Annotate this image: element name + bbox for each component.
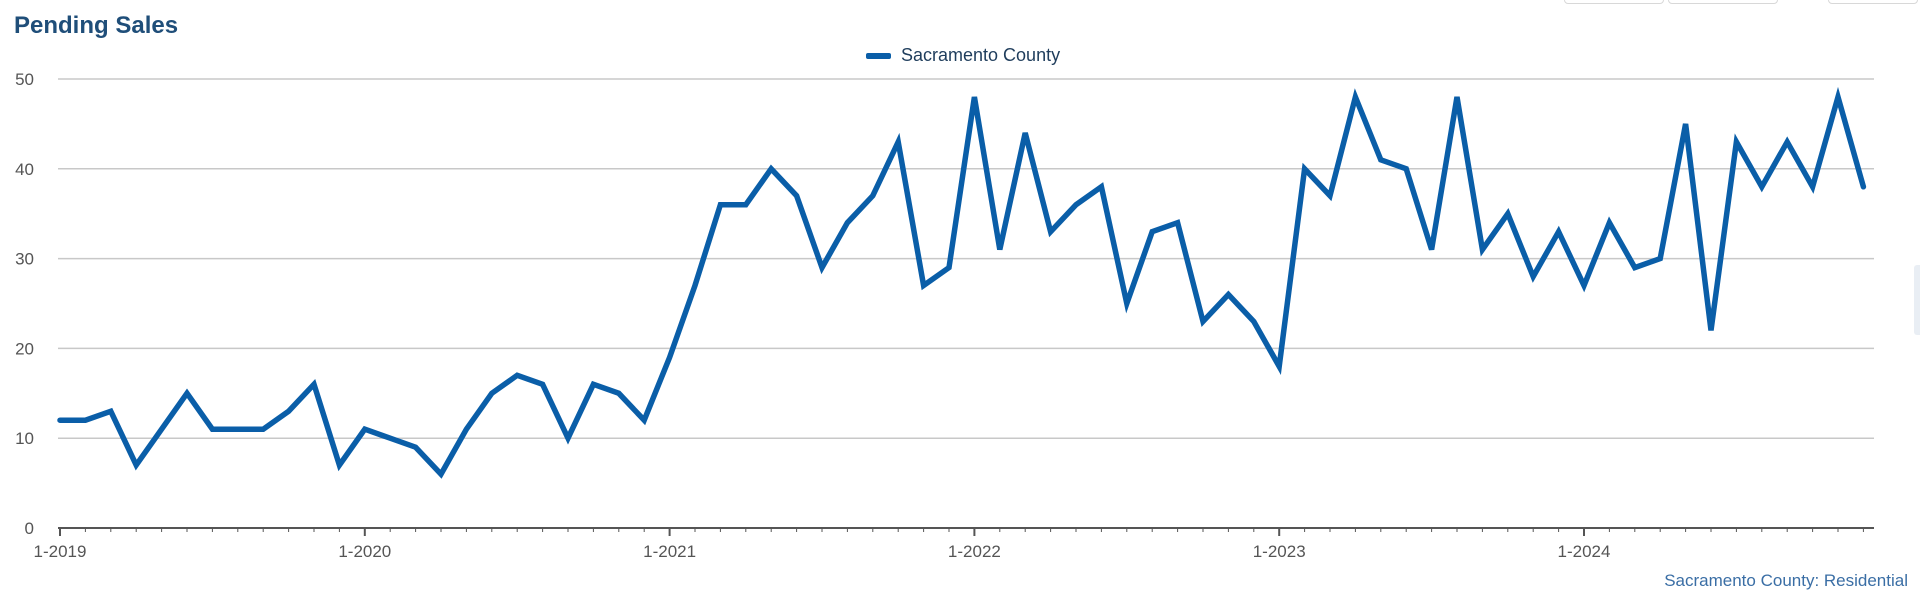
x-tick-label: 1-2023 bbox=[1253, 542, 1306, 561]
grid-lines bbox=[58, 78, 1874, 439]
y-axis-ticks: 0 10 20 30 40 50 bbox=[15, 70, 34, 538]
x-tick-label: 1-2022 bbox=[948, 542, 1001, 561]
x-tick-label: 1-2024 bbox=[1558, 542, 1611, 561]
series-line bbox=[57, 86, 1867, 479]
x-tick-label: 1-2020 bbox=[338, 542, 391, 561]
x-axis: 1-2019 1-2020 1-2021 1-2022 1-2023 1-2024 bbox=[34, 527, 1874, 561]
side-panel-handle[interactable] bbox=[1914, 265, 1920, 335]
y-tick-label: 30 bbox=[15, 250, 34, 269]
y-tick-label: 20 bbox=[15, 339, 34, 358]
x-tick-label: 1-2021 bbox=[643, 542, 696, 561]
y-tick-label: 50 bbox=[15, 70, 34, 89]
series-sacramento-county bbox=[57, 86, 1867, 479]
source-label: Sacramento County: Residential bbox=[1664, 571, 1908, 590]
chart-legend[interactable]: Sacramento County bbox=[866, 45, 1060, 66]
legend-swatch bbox=[866, 52, 891, 59]
legend-label: Sacramento County bbox=[901, 45, 1061, 65]
y-tick-label: 40 bbox=[15, 160, 34, 179]
chart-title: Pending Sales bbox=[14, 12, 179, 39]
x-tick-label: 1-2019 bbox=[34, 542, 87, 561]
y-tick-label: 0 bbox=[25, 519, 34, 538]
y-tick-label: 10 bbox=[15, 429, 34, 448]
